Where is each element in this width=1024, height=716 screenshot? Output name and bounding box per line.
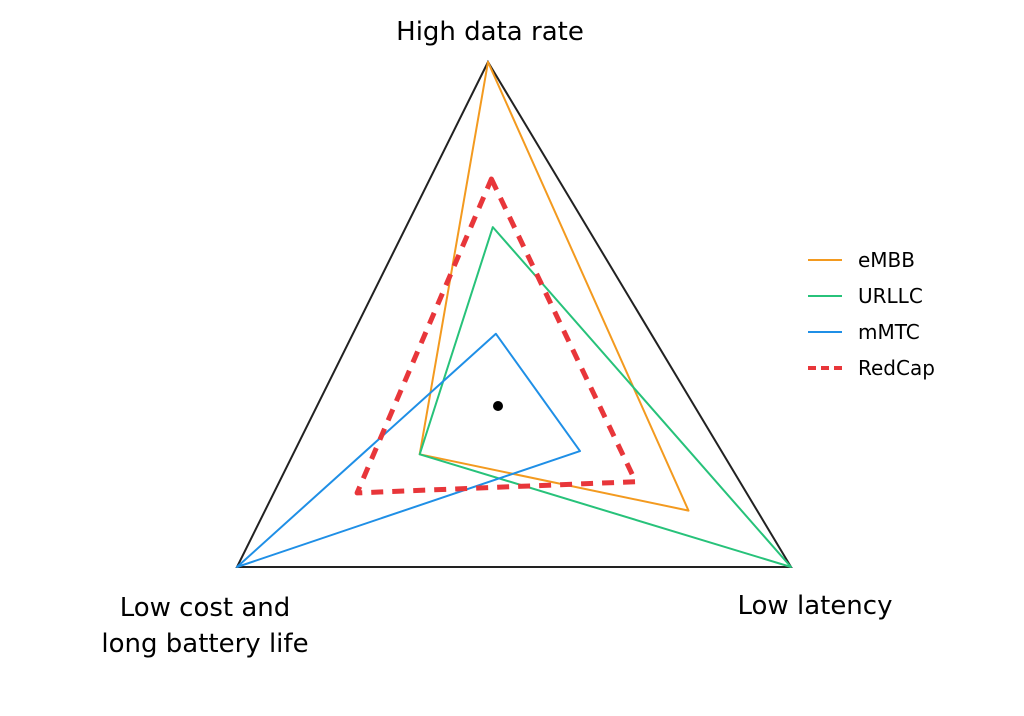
legend-swatch-urllc: [808, 295, 842, 297]
legend-item-redcap: RedCap: [808, 350, 935, 386]
axis-label-high-data-rate: High data rate: [396, 17, 584, 47]
center-point: [493, 401, 503, 411]
axis-label-low-latency: Low latency: [737, 591, 893, 621]
axis-label-low-cost: Low cost and long battery life: [101, 593, 309, 659]
legend-label-urllc: URLLC: [858, 284, 923, 308]
legend-item-mmtc: mMTC: [808, 314, 935, 350]
chart-outline-triangle: [235, 59, 793, 568]
series-layer: [236, 61, 792, 568]
legend-label-redcap: RedCap: [858, 356, 935, 380]
series-urllc-polygon: [418, 226, 792, 568]
legend-item-urllc: URLLC: [808, 278, 935, 314]
series-mmtc-polygon: [236, 332, 581, 568]
legend-swatch-mmtc: [808, 331, 842, 333]
legend: eMBB URLLC mMTC RedCap: [808, 242, 935, 386]
legend-label-embb: eMBB: [858, 248, 916, 272]
legend-swatch-embb: [808, 259, 842, 261]
series-embb-polygon: [418, 61, 690, 512]
series-redcap-polygon: [354, 176, 639, 496]
legend-item-embb: eMBB: [808, 242, 935, 278]
legend-label-mmtc: mMTC: [858, 320, 920, 344]
legend-swatch-redcap: [808, 366, 842, 370]
